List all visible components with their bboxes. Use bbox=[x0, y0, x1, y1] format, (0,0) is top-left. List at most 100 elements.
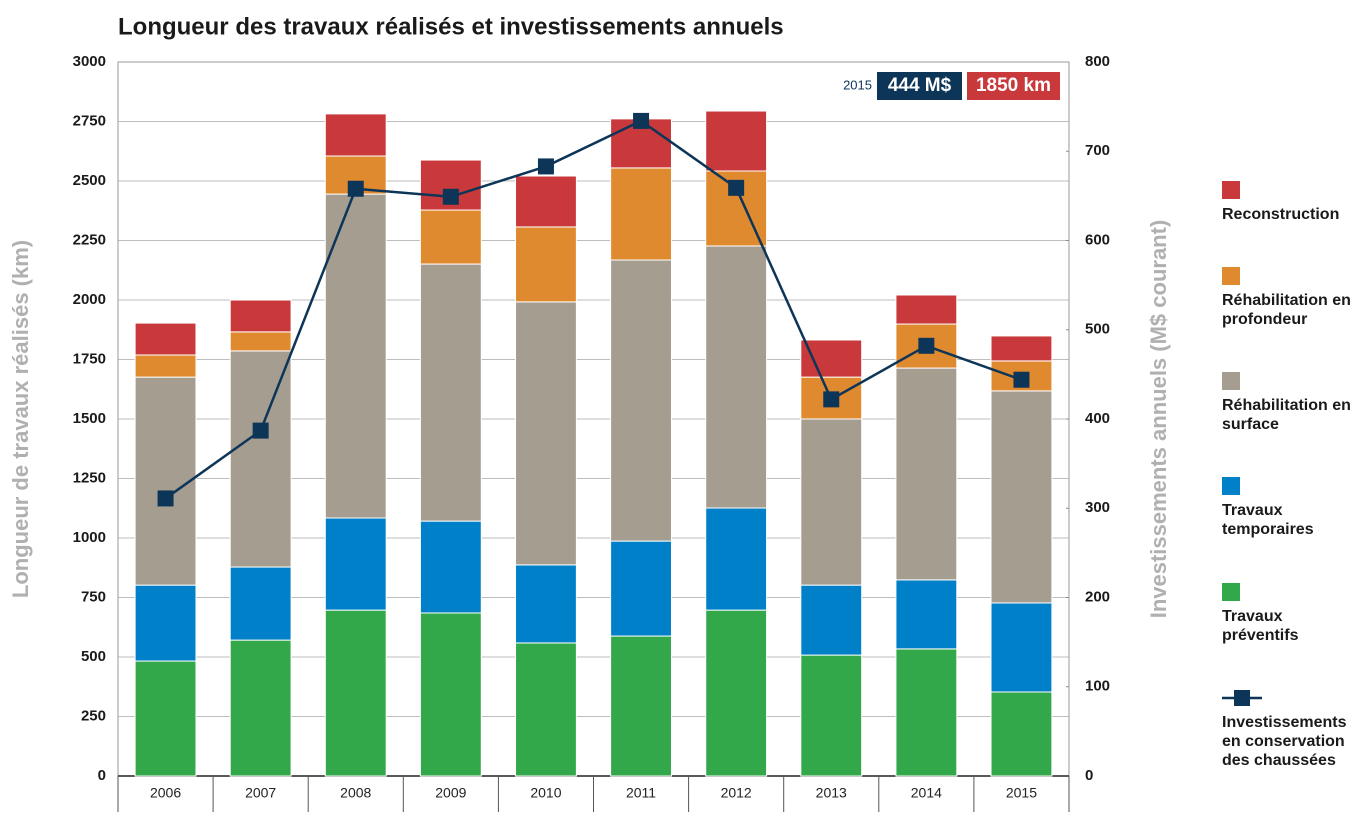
line-marker bbox=[728, 179, 745, 196]
bar-segment bbox=[515, 175, 577, 228]
bar-segment bbox=[895, 367, 958, 581]
line bbox=[164, 119, 1022, 500]
y-axis-title: Longueur de travaux réalisés (km) bbox=[8, 240, 33, 598]
y-tick-label: 500 bbox=[81, 648, 106, 665]
y-tick-label: 1000 bbox=[73, 529, 106, 546]
bar-segment bbox=[229, 350, 292, 568]
legend-item: Travaux temporaires bbox=[1222, 477, 1360, 539]
legend-item: Reconstruction bbox=[1222, 181, 1360, 224]
y-tick-label: 2000 bbox=[73, 291, 106, 308]
bar-segment bbox=[705, 609, 768, 777]
bar-segment bbox=[800, 654, 863, 777]
y-tick-label: 3000 bbox=[73, 53, 106, 70]
bar-segment bbox=[800, 584, 863, 656]
legend-marker bbox=[1234, 690, 1250, 706]
y-tick-label: 2250 bbox=[73, 231, 106, 248]
legend-label: Réhabilitation en profondeur bbox=[1222, 292, 1351, 328]
bar-segment bbox=[324, 609, 387, 777]
bar-segment bbox=[324, 517, 387, 611]
x-tick-label: 2011 bbox=[626, 785, 656, 801]
y2-tick-label: 800 bbox=[1085, 53, 1110, 70]
bar-segment bbox=[610, 635, 672, 777]
bar-segment bbox=[990, 390, 1053, 604]
bar-segment bbox=[800, 339, 863, 378]
legend-swatch bbox=[1222, 372, 1240, 390]
bar-segment bbox=[705, 245, 768, 509]
y-tick-label: 1750 bbox=[73, 350, 106, 367]
legend-label: Investissements en conservation des chau… bbox=[1222, 714, 1347, 769]
y-tick-label: 0 bbox=[98, 767, 106, 784]
y2-tick-label: 200 bbox=[1085, 588, 1110, 605]
y2-tick-label: 700 bbox=[1085, 142, 1110, 159]
legend-line-icon bbox=[1222, 690, 1262, 706]
bar-segment bbox=[895, 579, 958, 650]
y-tick-label: 1500 bbox=[73, 410, 106, 427]
bar-segment bbox=[229, 639, 292, 777]
bar-segment bbox=[134, 354, 197, 378]
x-tick-label: 2013 bbox=[816, 785, 847, 801]
x-tick-label: 2009 bbox=[435, 785, 466, 801]
line-marker bbox=[918, 337, 935, 354]
legend-label: Travaux préventifs bbox=[1222, 608, 1299, 644]
y2-tick-label: 400 bbox=[1085, 410, 1110, 427]
line-marker bbox=[347, 180, 364, 197]
annotation-length: 1850 km bbox=[976, 75, 1051, 96]
x-tick-label: 2008 bbox=[340, 785, 371, 801]
bar-segment bbox=[229, 299, 292, 333]
bar-segment bbox=[134, 322, 197, 356]
legend-swatch bbox=[1222, 477, 1240, 495]
y2-tick-label: 0 bbox=[1085, 767, 1093, 784]
bar-segment bbox=[419, 263, 482, 522]
annotation-box bbox=[877, 72, 962, 100]
bar-segment bbox=[610, 540, 672, 637]
y2-tick-label: 500 bbox=[1085, 321, 1110, 338]
bar-segment bbox=[515, 564, 577, 644]
y-tick-label: 2500 bbox=[73, 172, 106, 189]
y-tick-label: 2750 bbox=[73, 112, 106, 129]
bar-segment bbox=[324, 193, 387, 519]
line-marker bbox=[157, 490, 174, 507]
x-tick-label: 2015 bbox=[1006, 785, 1037, 801]
legend-swatch bbox=[1222, 267, 1240, 285]
bar-segment bbox=[419, 209, 482, 265]
chart-title: Longueur des travaux réalisés et investi… bbox=[118, 13, 784, 40]
annotation-year: 2015 bbox=[843, 77, 872, 92]
bar-segment bbox=[990, 691, 1053, 777]
bar-segment bbox=[895, 294, 958, 325]
x-tick-label: 2010 bbox=[530, 785, 561, 801]
bar-segment bbox=[705, 110, 768, 172]
bar-segment bbox=[610, 167, 672, 261]
bar-segment bbox=[324, 113, 387, 157]
line-marker bbox=[1013, 371, 1030, 388]
legend-item: Investissements en conservation des chau… bbox=[1222, 689, 1360, 770]
bar-segment bbox=[134, 376, 197, 586]
y2-tick-label: 100 bbox=[1085, 678, 1110, 695]
bar-segment bbox=[990, 602, 1053, 693]
bar-segment bbox=[610, 259, 672, 542]
y2-axis-title: Investissements annuels (M$ courant) bbox=[1146, 220, 1171, 619]
y-tick-label: 750 bbox=[81, 588, 106, 605]
bar-segment bbox=[705, 507, 768, 611]
line-marker bbox=[823, 391, 840, 408]
x-tick-label: 2006 bbox=[150, 785, 181, 801]
y2-tick-label: 300 bbox=[1085, 499, 1110, 516]
bar-segment bbox=[419, 612, 482, 777]
legend-label: Reconstruction bbox=[1222, 206, 1340, 223]
annotation-investment: 444 M$ bbox=[888, 75, 952, 96]
bar-segment bbox=[134, 584, 197, 662]
legend-swatch bbox=[1222, 689, 1360, 707]
legend-swatch bbox=[1222, 181, 1240, 199]
legend-item: Réhabilitation en profondeur bbox=[1222, 267, 1360, 329]
line-marker bbox=[633, 112, 650, 129]
y2-tick-label: 600 bbox=[1085, 231, 1110, 248]
bar-segment bbox=[134, 660, 197, 777]
y-tick-label: 1250 bbox=[73, 469, 106, 486]
legend-item: Réhabilitation en surface bbox=[1222, 372, 1360, 434]
bar-segment bbox=[229, 331, 292, 352]
bar-segment bbox=[990, 335, 1053, 362]
legend-label: Travaux temporaires bbox=[1222, 502, 1314, 538]
bar-segment bbox=[419, 520, 482, 614]
legend-swatch bbox=[1222, 583, 1240, 601]
